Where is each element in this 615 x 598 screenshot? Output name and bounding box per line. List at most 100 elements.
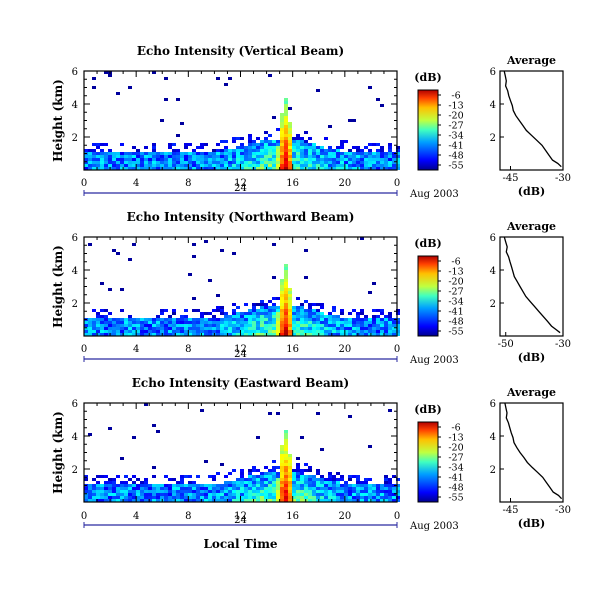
heatmap-cell (140, 330, 144, 333)
heatmap-cell (224, 496, 228, 499)
heatmap-cell (328, 146, 332, 149)
heatmap-cell (292, 496, 296, 499)
heatmap-cell (264, 324, 268, 327)
heatmap-cell (388, 487, 392, 490)
heatmap-cell (96, 167, 100, 170)
heatmap-cell (128, 152, 132, 155)
heatmap-cell (184, 324, 188, 327)
heatmap-cell (320, 167, 324, 170)
heatmap-cell (188, 273, 192, 276)
heatmap-cell (360, 309, 364, 312)
heatmap-cell (116, 92, 120, 95)
heatmap-cell (244, 315, 248, 318)
heatmap-cell (156, 158, 160, 161)
heatmap-cell (284, 493, 288, 496)
heatmap-cell (264, 149, 268, 152)
heatmap-cell (144, 155, 148, 158)
heatmap-cell (288, 496, 292, 499)
heatmap-cell (392, 330, 396, 333)
heatmap-cell (120, 499, 124, 502)
heatmap-cell (232, 499, 236, 502)
colorbar-tick-label: -20 (448, 277, 463, 288)
heatmap-cell (244, 327, 248, 330)
heatmap-cell (256, 499, 260, 502)
heatmap-cell (340, 327, 344, 330)
heatmap-cell (280, 282, 284, 285)
heatmap-cell (224, 493, 228, 496)
heatmap-cell (336, 484, 340, 487)
heatmap-cell (112, 496, 116, 499)
heatmap-cell (184, 487, 188, 490)
heatmap-cell (372, 484, 376, 487)
heatmap-cell (296, 463, 300, 466)
panel-title: Echo Intensity (Northward Beam) (127, 210, 355, 224)
heatmap-cell (364, 496, 368, 499)
heatmap-cell (356, 146, 360, 149)
heatmap-cell (116, 252, 120, 255)
heatmap-cell (172, 161, 176, 164)
heatmap-cell (216, 155, 220, 158)
heatmap-cell (284, 267, 288, 270)
heatmap-cell (96, 484, 100, 487)
heatmap-cell (320, 475, 324, 478)
heatmap-cell (268, 324, 272, 327)
heatmap-cell (120, 164, 124, 167)
heatmap-cell (284, 116, 288, 119)
heatmap-cell (376, 152, 380, 155)
heatmap-cell (336, 161, 340, 164)
heatmap-cell (356, 330, 360, 333)
heatmap-cell (208, 312, 212, 315)
average-y-tick-label: 4 (490, 100, 496, 111)
heatmap-cell (364, 330, 368, 333)
heatmap-cell (288, 493, 292, 496)
heatmap-cell (132, 499, 136, 502)
heatmap-cell (396, 327, 400, 330)
heatmap-cell (116, 475, 120, 478)
heatmap-cell (368, 445, 372, 448)
heatmap-cell (172, 152, 176, 155)
heatmap-cell (288, 315, 292, 318)
heatmap-cell (368, 149, 372, 152)
heatmap-cell (244, 149, 248, 152)
heatmap-cell (124, 155, 128, 158)
heatmap-cell (272, 315, 276, 318)
heatmap-cell (104, 496, 108, 499)
heatmap-cell (396, 324, 400, 327)
heatmap-cell (272, 116, 276, 119)
heatmap-cell (224, 487, 228, 490)
heatmap-cell (272, 146, 276, 149)
heatmap-cell (176, 155, 180, 158)
heatmap-cell (360, 327, 364, 330)
heatmap-cell (348, 493, 352, 496)
heatmap-cell (384, 161, 388, 164)
heatmap-cell (276, 309, 280, 312)
heatmap-cell (332, 496, 336, 499)
heatmap-cell (396, 149, 400, 152)
heatmap-cell (260, 327, 264, 330)
heatmap-cell (192, 487, 196, 490)
heatmap-cell (392, 499, 396, 502)
heatmap-cell (268, 484, 272, 487)
heatmap-cell (140, 493, 144, 496)
heatmap-cell (144, 318, 148, 321)
heatmap-cell (92, 496, 96, 499)
heatmap-cell (176, 318, 180, 321)
heatmap-cell (220, 155, 224, 158)
heatmap-cell (260, 484, 264, 487)
heatmap-cell (200, 493, 204, 496)
heatmap-cell (396, 333, 400, 336)
heatmap-cell (380, 318, 384, 321)
heatmap-cell (324, 318, 328, 321)
heatmap-cell (212, 330, 216, 333)
heatmap-cell (220, 140, 224, 143)
heatmap-cell (116, 484, 120, 487)
heatmap-cell (228, 327, 232, 330)
heatmap-cell (316, 149, 320, 152)
heatmap-cell (96, 315, 100, 318)
heatmap-cell (340, 484, 344, 487)
heatmap-cell (364, 167, 368, 170)
heatmap-cell (228, 161, 232, 164)
heatmap-cell (96, 496, 100, 499)
heatmap-cell (332, 164, 336, 167)
heatmap-cell (288, 475, 292, 478)
